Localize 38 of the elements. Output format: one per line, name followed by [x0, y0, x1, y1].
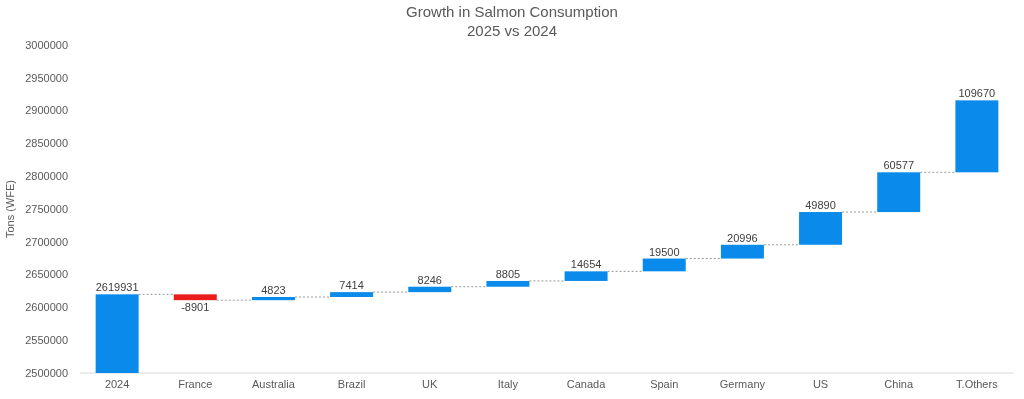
x-tick-label: Brazil	[337, 378, 366, 390]
x-tick-label: China	[884, 378, 914, 390]
x-tick-label: T.Others	[956, 378, 999, 390]
y-tick-label: 2750000	[25, 202, 68, 215]
data-label: 4823	[261, 284, 286, 296]
y-tick-label: 2700000	[25, 235, 68, 248]
data-label: -8901	[181, 301, 210, 314]
y-tick-label: 2800000	[25, 170, 68, 183]
y-tick-label: 2650000	[25, 268, 68, 281]
data-label: 49890	[805, 199, 836, 212]
x-tick-label: US	[812, 378, 829, 390]
data-label: 14654	[570, 258, 602, 271]
y-tick-label: 3000000	[25, 38, 68, 51]
chart-subtitle: 2025 vs 2024	[466, 22, 558, 39]
x-tick-label: Canada	[566, 378, 607, 390]
y-tick-label: 2850000	[25, 137, 68, 150]
y-tick-label: 2500000	[25, 366, 68, 379]
data-label: 8805	[495, 267, 521, 280]
data-label: 2619931	[95, 281, 139, 294]
y-tick-label: 2900000	[25, 104, 68, 117]
data-label: 7414	[339, 279, 364, 292]
y-tick-label: 2600000	[25, 301, 68, 314]
y-axis-title: Tons (WFE)	[4, 179, 16, 239]
chart-title: Growth in Salmon Consumption	[406, 3, 618, 20]
data-label: 60577	[883, 159, 915, 172]
y-tick-label: 2550000	[25, 334, 68, 347]
x-tick-label: Spain	[650, 378, 679, 390]
data-label: 19500	[648, 245, 680, 258]
data-label: 109670	[958, 87, 996, 100]
x-tick-label: Italy	[497, 378, 519, 390]
y-tick-label: 2950000	[25, 71, 68, 84]
x-tick-label: UK	[422, 378, 439, 390]
data-label: 20996	[727, 231, 758, 244]
x-tick-label: Germany	[719, 378, 766, 390]
x-tick-label: France	[178, 378, 213, 390]
data-label: 8246	[417, 273, 442, 286]
x-tick-label: Australia	[252, 378, 296, 390]
x-tick-label: 2024	[104, 378, 130, 390]
